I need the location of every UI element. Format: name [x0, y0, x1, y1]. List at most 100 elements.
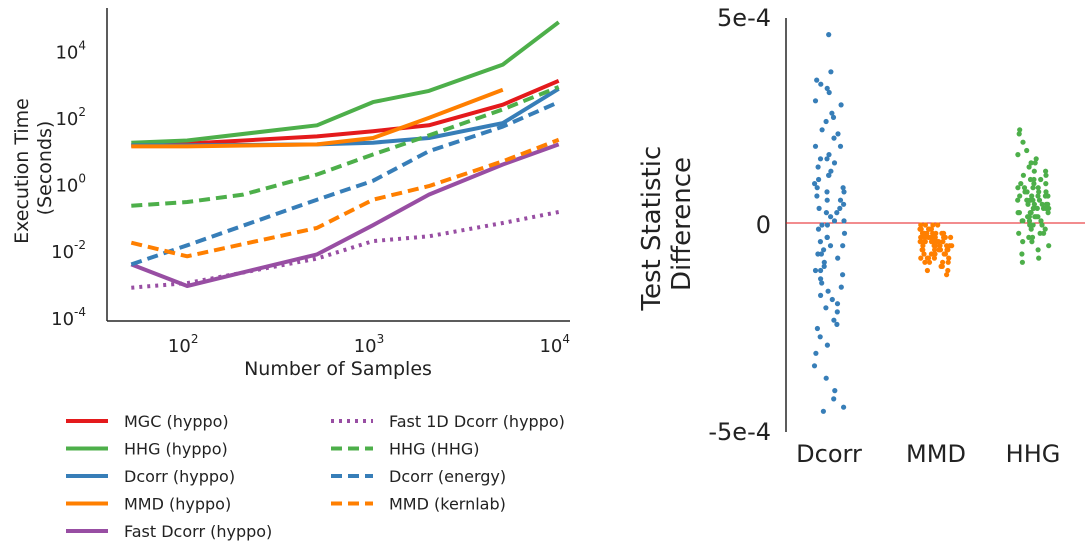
strip-point [1043, 168, 1049, 174]
strip-point [815, 226, 822, 232]
strip-point [819, 222, 825, 228]
strip-point [826, 172, 832, 178]
strip-point [1041, 230, 1047, 236]
strip-point [825, 288, 831, 294]
strip-point [841, 404, 847, 410]
series-line [131, 20, 560, 145]
right-y-axis-label: Test Statistic Difference [637, 137, 697, 311]
strip-point [1024, 147, 1030, 154]
strip-point [829, 296, 835, 303]
strip-point [824, 342, 831, 348]
strip-point [1025, 214, 1031, 220]
strip-point [937, 243, 943, 249]
strip-point [826, 31, 832, 38]
strip-point [940, 259, 946, 265]
strip-point [1043, 181, 1049, 187]
strip-point [935, 222, 941, 228]
strip-point [932, 234, 938, 240]
strip-point [941, 251, 947, 257]
y-tick-label: 102 [55, 105, 86, 130]
strip-point [920, 243, 926, 249]
strip-point [818, 81, 824, 87]
strip-point [821, 263, 827, 269]
strip-point [821, 247, 827, 253]
strip-point [814, 193, 820, 199]
y-axis-label: Execution Time (Seconds) [11, 92, 56, 244]
y-tick-label: 100 [55, 172, 86, 197]
x-axis-label: Number of Samples [244, 358, 432, 380]
series-lines [130, 20, 560, 290]
test-statistic-chart: 5e-4 0 -5e-4 Dcorr MMD HHG Test Statistic Di… [637, 4, 1085, 468]
strip-point [919, 230, 926, 236]
strip-point [1033, 156, 1039, 162]
strip-point [1016, 131, 1022, 137]
strip-point [918, 222, 924, 228]
strip-point [922, 222, 929, 228]
strip-point [816, 176, 822, 183]
strip-point [1043, 205, 1049, 211]
strip-points [811, 31, 1052, 414]
strip-point [948, 234, 954, 240]
strip-point [1031, 201, 1037, 207]
series-line [131, 87, 504, 149]
strip-point [940, 239, 946, 245]
strip-point [819, 127, 825, 133]
legend-label: Fast 1D Dcorr (hyppo) [389, 412, 565, 431]
strip-point [814, 325, 821, 332]
legend-label: Dcorr (energy) [389, 467, 506, 486]
strip-point [814, 77, 820, 83]
strip-point [1017, 193, 1023, 199]
strip-point [827, 243, 834, 249]
strip-point [837, 143, 844, 149]
strip-point [944, 247, 950, 253]
strip-point [818, 267, 824, 274]
y-tick-labels: 10-4 10-2 100 102 104 [51, 38, 86, 329]
y-tick-label: 10-4 [51, 305, 86, 330]
strip-point [819, 280, 825, 286]
legend-label: HHG (HHG) [389, 440, 480, 459]
strip-point [1029, 234, 1036, 240]
execution-time-chart: 10-4 10-2 100 102 104 102 103 104 Number of Sa… [11, 8, 570, 541]
category-labels: Dcorr MMD HHG [796, 440, 1060, 468]
strip-point [924, 267, 931, 274]
strip-point [1016, 230, 1022, 236]
strip-point [931, 255, 938, 261]
strip-point [1027, 197, 1033, 203]
strip-point [945, 259, 951, 265]
strip-point [831, 218, 838, 224]
strip-point [1022, 189, 1028, 195]
strip-point [812, 98, 819, 104]
strip-point [1036, 255, 1042, 261]
strip-point [841, 201, 847, 207]
strip-point [921, 251, 927, 257]
strip-point [823, 375, 829, 381]
strip-point [930, 239, 936, 245]
strip-point [920, 247, 926, 253]
strip-point [934, 239, 940, 245]
right-y-axis-label-line-2: Difference [667, 157, 697, 291]
series-line [131, 87, 560, 148]
legend-label: HHG (hyppo) [124, 440, 228, 459]
strip-point [1015, 197, 1021, 203]
strip-point [823, 118, 829, 125]
category-label: HHG [1006, 440, 1061, 468]
strip-point [823, 305, 829, 311]
series-line [131, 210, 560, 290]
strip-point [1036, 189, 1042, 195]
strip-point [1045, 210, 1051, 216]
strip-point [1038, 176, 1044, 183]
strip-point [928, 251, 935, 257]
strip-point [828, 214, 834, 220]
strip-point [1021, 185, 1028, 191]
strip-point [835, 255, 841, 261]
strip-point [1018, 181, 1024, 187]
strip-point [1043, 189, 1049, 195]
strip-point [824, 222, 831, 228]
strip-point [1026, 234, 1032, 240]
strip-point [829, 110, 835, 116]
strip-point [835, 131, 841, 137]
legend-label: MMD (hyppo) [124, 495, 231, 514]
strip-point [946, 255, 952, 261]
strip-point [811, 363, 818, 369]
